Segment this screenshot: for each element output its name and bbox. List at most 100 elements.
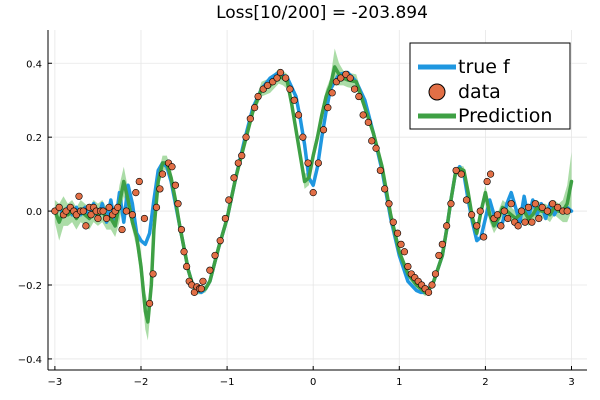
data-point <box>254 92 262 101</box>
data-point <box>242 133 250 141</box>
x-tick-label: 2 <box>482 377 488 388</box>
data-point <box>393 229 402 237</box>
data-point <box>294 111 303 119</box>
chart-title: Loss[10/200] = -203.894 <box>216 3 428 23</box>
data-point <box>216 237 224 245</box>
y-tick-label: 0.0 <box>26 207 42 218</box>
data-point <box>507 200 515 208</box>
data-point <box>304 159 312 167</box>
data-point <box>211 251 219 260</box>
legend-label-true-f: true f <box>458 56 511 78</box>
y-tick-label: 0.2 <box>26 133 42 144</box>
data-point <box>87 211 95 219</box>
data-point <box>364 118 372 126</box>
data-point <box>514 222 522 230</box>
data-point <box>177 225 186 234</box>
data-point <box>94 214 102 223</box>
data-point <box>238 152 246 160</box>
data-point <box>286 85 294 93</box>
data-point <box>554 203 562 211</box>
data-point <box>372 144 380 152</box>
data-point <box>337 74 345 82</box>
data-point <box>543 207 551 215</box>
data-point <box>132 189 140 197</box>
data-point <box>118 225 126 234</box>
legend-swatch-data <box>428 83 446 101</box>
x-tick-label: 0 <box>310 377 316 388</box>
data-point <box>486 170 495 178</box>
data-point <box>158 170 167 178</box>
data-point <box>435 251 443 260</box>
data-point <box>230 174 238 182</box>
y-tick-label: −0.4 <box>18 355 42 366</box>
data-point <box>102 214 111 223</box>
data-point <box>319 126 328 134</box>
data-point <box>376 166 384 175</box>
data-point <box>355 92 363 101</box>
data-point <box>221 214 229 223</box>
data-point <box>225 196 233 204</box>
data-point <box>55 203 63 211</box>
data-point <box>122 207 130 215</box>
x-tick-label: 1 <box>396 377 402 388</box>
data-point <box>500 207 508 215</box>
data-point <box>524 203 533 211</box>
data-point <box>75 192 83 200</box>
data-point <box>82 222 90 230</box>
data-point <box>114 203 122 211</box>
series-prediction-line <box>53 65 574 324</box>
data-point <box>273 74 281 82</box>
data-point <box>299 133 307 141</box>
data-point <box>263 81 272 90</box>
y-tick-label: −0.2 <box>18 281 42 292</box>
data-point <box>105 203 113 211</box>
data-point <box>180 248 188 256</box>
data-point <box>135 177 143 186</box>
data-point <box>400 248 409 256</box>
data-point <box>149 270 157 278</box>
tick-labels: −3 −2 −1 0 1 2 3 −0.4 −0.2 0.0 0.2 0.4 <box>18 59 575 388</box>
data-point <box>404 262 412 271</box>
data-point <box>368 137 376 145</box>
data-point <box>480 233 488 241</box>
x-tick-label: −2 <box>134 377 149 388</box>
data-point <box>497 222 505 230</box>
data-point <box>473 222 481 230</box>
data-point <box>452 166 460 175</box>
data-point <box>79 207 87 215</box>
data-point <box>276 68 285 77</box>
data-point <box>447 200 455 208</box>
data-point <box>431 270 440 278</box>
data-point <box>128 211 136 219</box>
data-point <box>476 207 484 215</box>
y-tick-label: 0.4 <box>26 59 42 70</box>
data-point <box>483 177 491 186</box>
data-point <box>548 200 557 208</box>
data-point <box>309 189 317 197</box>
data-point <box>350 85 359 93</box>
data-point <box>397 240 405 248</box>
data-point <box>424 288 433 296</box>
legend-label-prediction: Prediction <box>458 105 552 127</box>
plot-frame <box>47 30 587 371</box>
data-point <box>314 159 322 167</box>
data-point <box>197 285 205 293</box>
data-point <box>206 266 214 274</box>
data-point <box>171 181 180 189</box>
data-point <box>183 262 191 271</box>
data-point <box>146 299 154 308</box>
data-point <box>438 240 446 248</box>
legend-label-data: data <box>458 81 501 103</box>
data-point <box>168 163 176 171</box>
data-point <box>389 218 397 226</box>
data-point <box>504 214 512 223</box>
data-point <box>174 200 182 208</box>
data-point <box>521 218 529 226</box>
data-point <box>324 104 332 112</box>
data-point <box>156 185 164 193</box>
data-point <box>457 170 465 178</box>
x-tick-label: −1 <box>220 377 235 388</box>
data-point <box>246 115 254 123</box>
x-tick-label: 3 <box>568 377 574 388</box>
